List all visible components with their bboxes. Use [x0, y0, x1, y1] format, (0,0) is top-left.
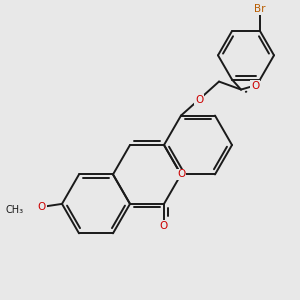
Text: O: O	[160, 221, 168, 231]
Text: O: O	[38, 202, 46, 212]
Text: Br: Br	[254, 4, 266, 14]
Text: O: O	[251, 81, 259, 91]
Text: O: O	[195, 94, 203, 105]
Text: CH₃: CH₃	[6, 205, 24, 215]
Text: O: O	[177, 169, 185, 179]
